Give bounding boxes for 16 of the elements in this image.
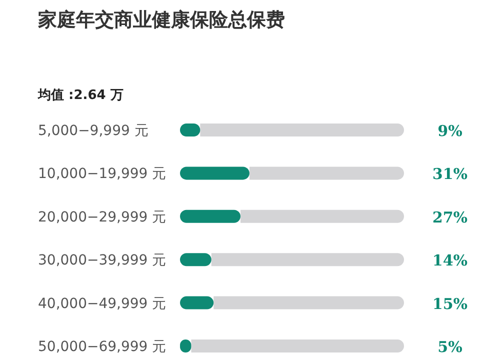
data-label: 5% — [438, 338, 462, 356]
data-label: 15% — [432, 294, 468, 313]
bar — [180, 296, 214, 310]
chart-subtitle: 均值 :2.64 万 — [37, 88, 124, 103]
y-tick-label: 40,000−49,999 元 — [38, 296, 166, 312]
y-tick-label: 50,000−69,999 元 — [38, 339, 166, 355]
y-tick-label: 20,000−29,999 元 — [38, 209, 166, 226]
y-tick-label: 5,000−9,999 元 — [38, 123, 148, 139]
data-label: 27% — [432, 208, 468, 226]
bar — [180, 253, 212, 266]
y-tick-label: 10,000−19,999 元 — [38, 166, 166, 182]
y-tick-label: 30,000−39,999 元 — [38, 252, 166, 269]
chart-title: 家庭年交商业健康保险总保费 — [37, 9, 285, 31]
data-label: 31% — [432, 165, 468, 184]
data-label: 14% — [432, 252, 468, 270]
data-label: 9% — [438, 122, 462, 140]
